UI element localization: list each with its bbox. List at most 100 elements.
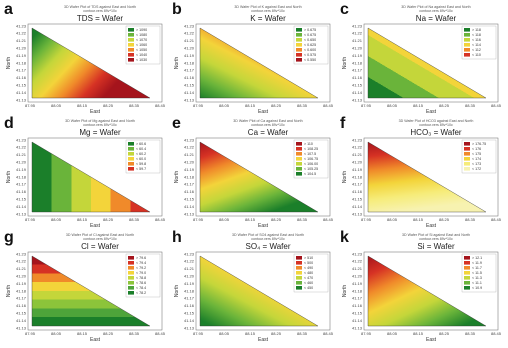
legend-swatch xyxy=(128,256,134,260)
chart-subtitle: 3D Wafer Plot of Si against East and Nor… xyxy=(366,233,506,242)
chart-subtitle: 3D Wafer Plot of Ca against East and Nor… xyxy=(198,119,338,128)
chart-subtitle-line: contour.vers 89v*10c xyxy=(419,123,453,128)
wafer-surface xyxy=(199,255,319,327)
legend-swatch xyxy=(128,48,134,52)
y-tick-label: 41.19 xyxy=(184,53,195,58)
x-tick-label: 88.35 xyxy=(297,217,308,222)
legend-swatch xyxy=(128,271,134,275)
chart-subtitle-line: 3D Wafer Plot of Ca against East and Nor… xyxy=(233,119,303,123)
y-tick-label: 41.22 xyxy=(16,145,27,150)
legend-swatch xyxy=(464,167,470,171)
x-tick-label: 87.95 xyxy=(193,103,204,108)
legend-swatch xyxy=(464,286,470,290)
y-tick-label: 41.17 xyxy=(184,68,195,73)
x-tick-label: 88.15 xyxy=(245,217,256,222)
y-tick-label: 41.17 xyxy=(184,182,195,187)
y-tick-label: 41.13 xyxy=(352,211,363,216)
legend-swatch xyxy=(128,291,134,295)
y-tick-label: 41.13 xyxy=(16,325,27,330)
y-tick-label: 41.13 xyxy=(16,97,27,102)
legend-entry: < 1030 xyxy=(136,58,147,62)
y-tick-label: 41.18 xyxy=(184,174,195,179)
y-tick-label: 41.15 xyxy=(352,83,363,88)
y-tick-label: 41.19 xyxy=(184,167,195,172)
y-tick-label: 41.14 xyxy=(352,318,363,323)
y-axis-label: North xyxy=(174,171,180,183)
x-axis-label: East xyxy=(426,223,437,229)
legend-swatch xyxy=(464,271,470,275)
chart-panel-b: b 3D Wafer Plot of K against East and Nor… xyxy=(172,1,338,116)
y-tick-label: 41.21 xyxy=(352,266,363,271)
legend-swatch xyxy=(296,152,302,156)
y-tick-label: 41.20 xyxy=(352,160,363,165)
x-tick-label: 88.15 xyxy=(245,103,256,108)
y-tick-label: 41.22 xyxy=(16,31,27,36)
panel-letter: e xyxy=(172,115,181,132)
x-axis-label: East xyxy=(426,337,437,343)
legend-swatch xyxy=(296,142,302,146)
legend-entry: < 104.5 xyxy=(304,172,316,176)
legend-entry: < 0.625 xyxy=(304,43,316,47)
legend-entry: < 173 xyxy=(472,162,481,166)
x-tick-label: 88.45 xyxy=(491,103,502,108)
legend-swatch xyxy=(128,43,134,47)
legend-entry: < 60.4 xyxy=(136,147,146,151)
legend-entry: < 460 xyxy=(304,281,313,285)
legend-swatch xyxy=(128,162,134,166)
legend-entry: < 0.550 xyxy=(304,58,316,62)
legend-swatch xyxy=(464,28,470,32)
y-tick-label: 41.18 xyxy=(352,288,363,293)
legend-entry: < 60.0 xyxy=(136,157,146,161)
y-tick-label: 41.19 xyxy=(16,53,27,58)
y-axis-label: North xyxy=(6,57,12,69)
legend-entry: > 176.75 xyxy=(472,142,486,146)
legend-entry: < 470 xyxy=(304,276,313,280)
legend-swatch xyxy=(296,271,302,275)
chart-svg: 41.23 41.22 41.21 41.20 41.19 41.18 41.17 41.16… xyxy=(6,137,166,229)
legend-entry: < 500 xyxy=(304,261,313,265)
legend-entry: < 175 xyxy=(472,152,481,156)
legend-swatch xyxy=(128,266,134,270)
legend-entry: < 0.650 xyxy=(304,38,316,42)
chart-svg: 41.23 41.22 41.21 41.20 41.19 41.18 41.17 41.16… xyxy=(342,23,502,115)
chart-svg: 41.23 41.22 41.21 41.20 41.19 41.18 41.17 41.16… xyxy=(6,23,166,115)
chart-svg: 41.23 41.22 41.21 41.20 41.19 41.18 41.17 41.16… xyxy=(342,137,502,229)
y-tick-label: 41.20 xyxy=(184,46,195,51)
legend-entry: < 172 xyxy=(472,167,481,171)
y-tick-label: 41.14 xyxy=(184,204,195,209)
x-tick-label: 88.15 xyxy=(413,103,424,108)
y-tick-label: 41.14 xyxy=(16,90,27,95)
y-tick-label: 41.19 xyxy=(352,281,363,286)
panel-letter: c xyxy=(340,1,349,18)
y-tick-label: 41.15 xyxy=(184,197,195,202)
y-tick-label: 41.22 xyxy=(352,259,363,264)
legend-entry: < 118 xyxy=(472,33,481,37)
legend-swatch xyxy=(128,157,134,161)
x-tick-label: 87.95 xyxy=(361,331,372,336)
legend-entry: < 78.6 xyxy=(136,281,146,285)
y-tick-label: 41.18 xyxy=(352,60,363,65)
chart-subtitle-line: contour.vers 89v*10c xyxy=(251,9,285,14)
y-tick-label: 41.21 xyxy=(352,152,363,157)
y-axis-label: North xyxy=(6,171,12,183)
chart-subtitle: 3D Wafer Plot of HCO3 against East and N… xyxy=(366,119,506,128)
legend-swatch xyxy=(296,53,302,57)
panel-letter: k xyxy=(340,229,349,246)
legend-swatch xyxy=(128,53,134,57)
chart-subtitle-line: contour.vers 89v*10c xyxy=(83,237,117,242)
wafer-surface xyxy=(31,141,151,213)
legend-swatch xyxy=(464,33,470,37)
x-tick-label: 88.05 xyxy=(51,217,62,222)
x-tick-label: 88.45 xyxy=(491,331,502,336)
legend-swatch xyxy=(296,172,302,176)
chart-svg: 41.23 41.22 41.21 41.20 41.19 41.18 41.17 41.16… xyxy=(342,251,502,343)
y-tick-label: 41.14 xyxy=(352,90,363,95)
y-axis-label: North xyxy=(174,285,180,297)
chart-subtitle: 3D Wafer Plot of Na against East and Nor… xyxy=(366,5,506,14)
x-axis-label: East xyxy=(258,223,269,229)
x-tick-label: 88.35 xyxy=(129,331,140,336)
legend-entry: < 11.1 xyxy=(472,281,482,285)
legend-swatch xyxy=(296,167,302,171)
x-axis-label: East xyxy=(258,337,269,343)
legend-entry: < 116 xyxy=(472,38,481,42)
